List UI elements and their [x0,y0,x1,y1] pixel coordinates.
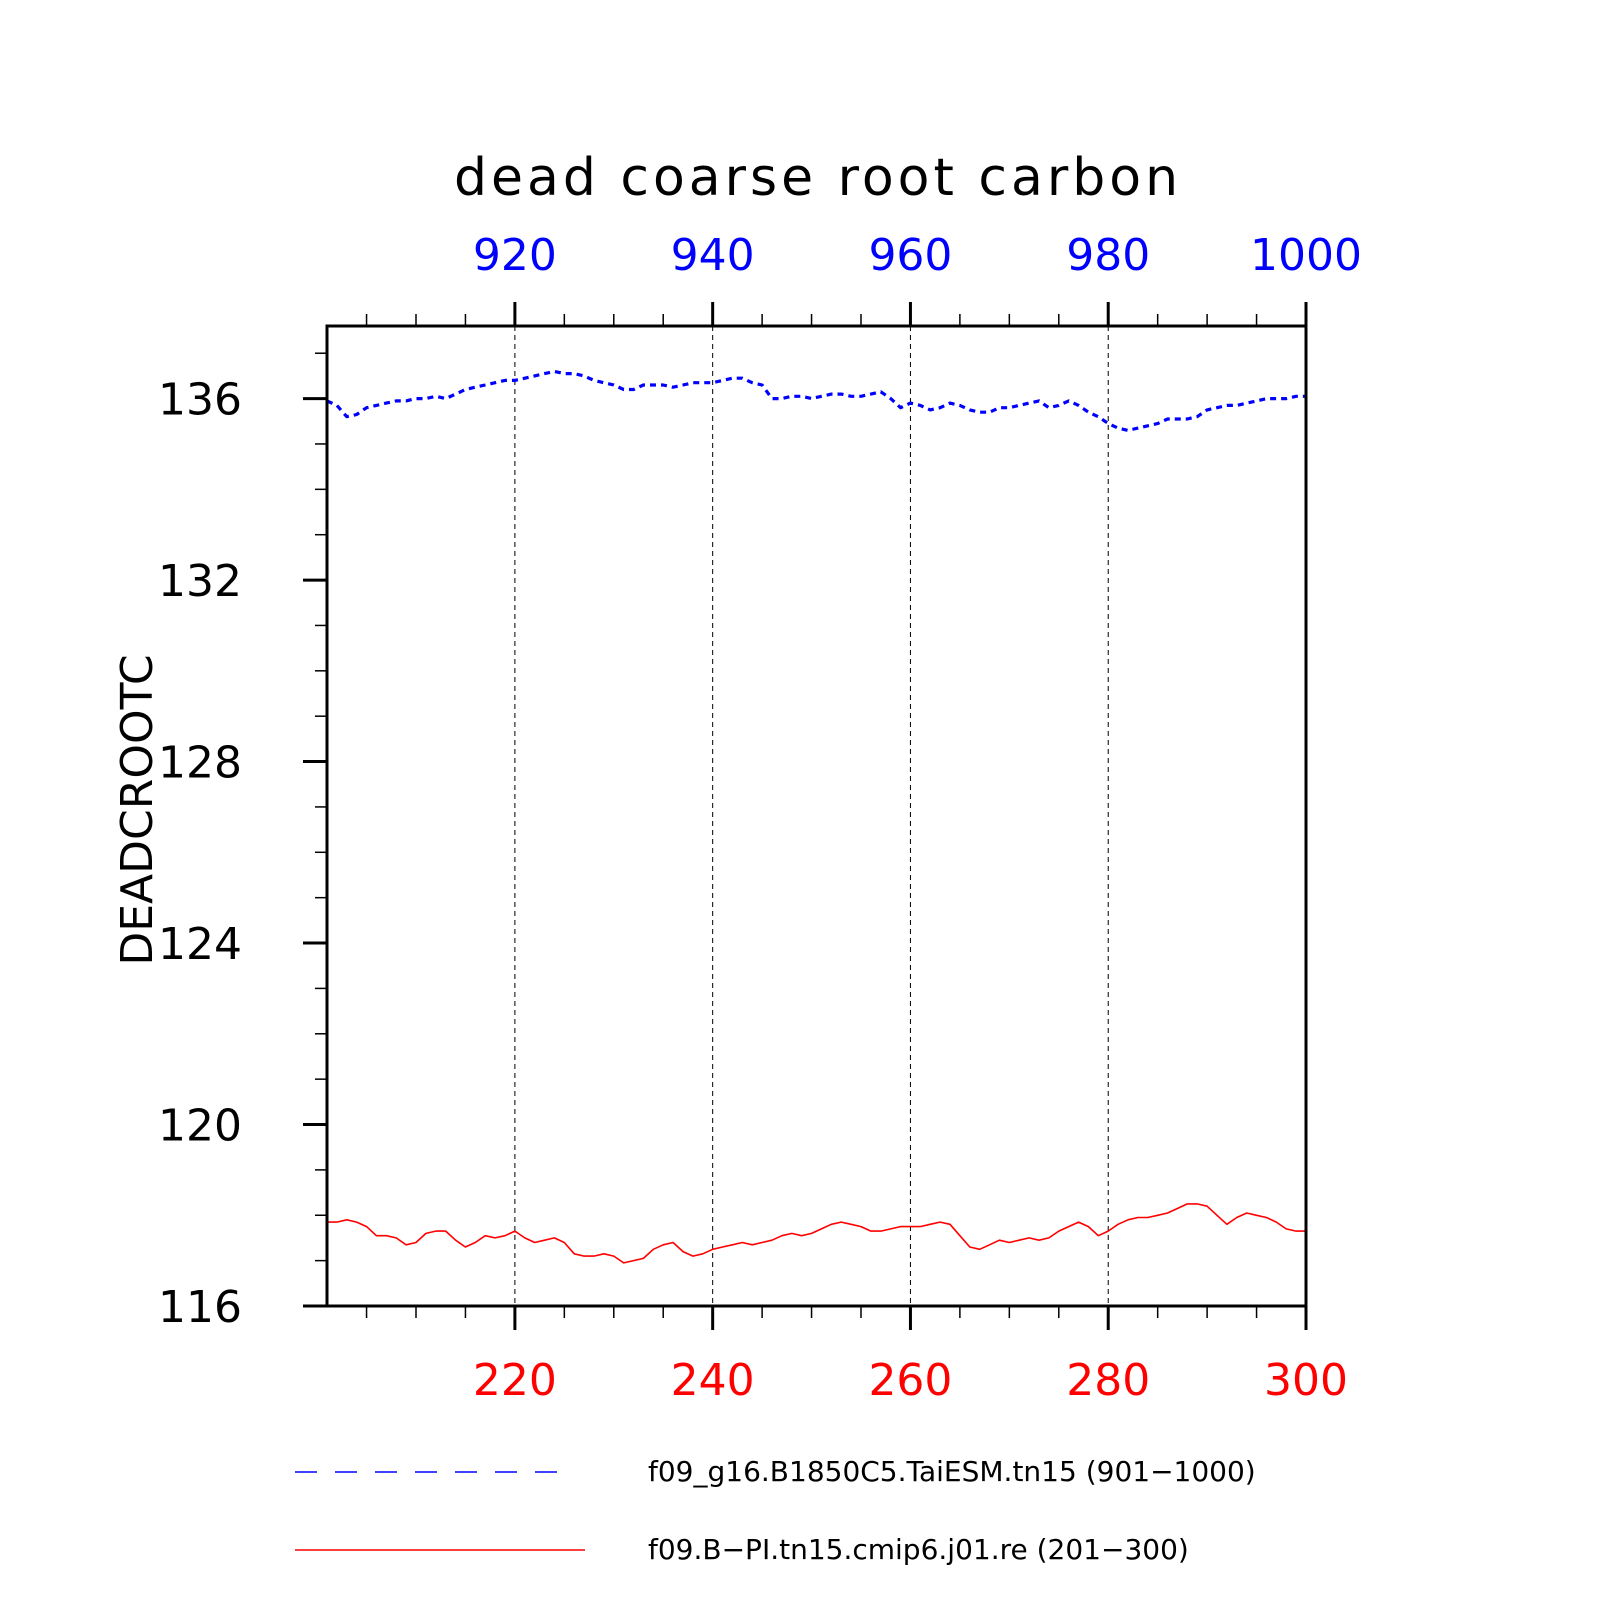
y-tick-label-116: 116 [158,1282,242,1333]
x-bottom-tick-label-220: 220 [473,1355,557,1406]
x-top-tick-label-960: 960 [868,230,952,281]
chart-title: dead coarse root carbon [454,148,1182,208]
y-axis-label: DEADCROOTC [112,654,163,965]
plot-frame [325,324,1308,1308]
legend-label-red: f09.B−PI.tn15.cmip6.j01.re (201−300) [648,1533,1189,1566]
y-tick-label-124: 124 [158,919,242,970]
x-top-tick-label-940: 940 [671,230,755,281]
series-line-red [327,1203,1306,1264]
x-bottom-tick-label-280: 280 [1066,1355,1150,1406]
axis-ticks [303,302,1308,1330]
grid-lines [514,326,1109,1306]
x-top-tick-label-920: 920 [473,230,557,281]
y-tick-label-132: 132 [158,556,242,607]
y-tick-label-120: 120 [158,1101,242,1152]
tick-labels: 116 120 124 128 132 136 220 240 260 280 300 920 940 9… [158,230,1362,1406]
series-group [326,369,1306,1264]
legend-label-blue: f09_g16.B1850C5.TaiESM.tn15 (901−1000) [648,1455,1256,1488]
x-top-tick-label-980: 980 [1066,230,1150,281]
x-bottom-tick-label-300: 300 [1264,1355,1348,1406]
legend: f09_g16.B1850C5.TaiESM.tn15 (901−1000) f… [295,1455,1256,1566]
x-top-tick-label-1000: 1000 [1250,230,1362,281]
x-bottom-tick-label-260: 260 [868,1355,952,1406]
x-bottom-tick-label-240: 240 [671,1355,755,1406]
y-tick-label-128: 128 [158,738,242,789]
y-tick-label-136: 136 [158,375,242,426]
series-line-blue [326,369,1306,432]
